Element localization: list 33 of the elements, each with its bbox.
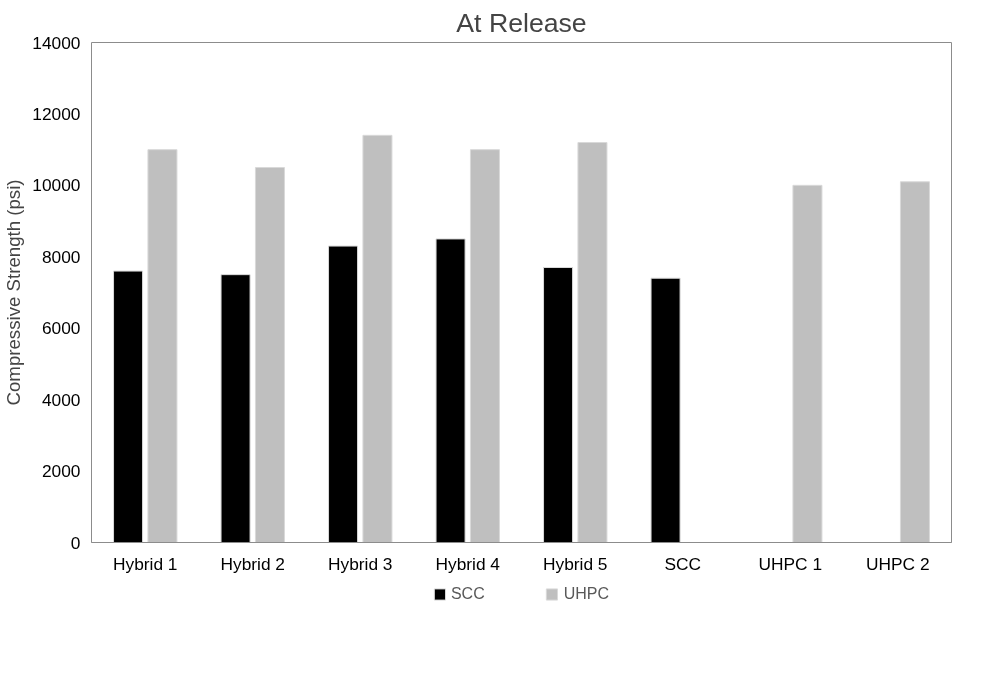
bar [469,149,500,543]
y-tick-label: 14000 [32,32,81,53]
bar [113,270,144,543]
x-tick-label: Hybrid 2 [220,553,286,574]
x-tick-label: UHPC 2 [865,553,930,574]
x-tick-label: Hybrid 4 [435,553,501,574]
x-tick-label: Hybrid 5 [542,553,608,574]
bar [543,267,574,543]
bar [899,181,930,543]
y-axis-title: Compressive Strength (psi) [3,179,25,406]
y-tick-label: 10000 [32,175,81,196]
y-tick-label: 8000 [41,246,81,267]
bar [650,277,681,543]
x-tick-label: SCC [664,553,702,574]
x-tick-label: Hybrid 1 [112,553,178,574]
y-tick-label: 6000 [41,318,81,339]
x-tick-label: UHPC 1 [758,553,823,574]
x-tick-label: Hybrid 3 [327,553,393,574]
bar [328,245,359,543]
bar [147,149,178,543]
y-tick-label: 12000 [32,103,81,124]
y-tick-label: 2000 [41,461,81,482]
bar [220,274,251,543]
y-tick-label: 0 [70,532,81,553]
bar [254,167,285,543]
bar [362,134,393,543]
legend-label: UHPC [563,585,610,603]
bar [577,142,608,543]
chart-title: At Release [456,7,587,38]
legend-label: SCC [450,585,485,603]
bar [792,184,823,543]
y-tick-label: 4000 [41,389,81,410]
bar [435,238,466,543]
